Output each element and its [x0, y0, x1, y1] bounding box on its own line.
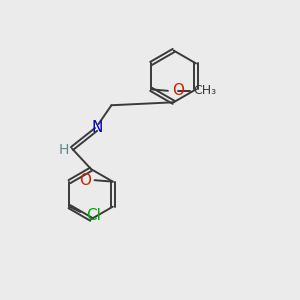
Text: CH₃: CH₃ [193, 84, 216, 97]
Text: H: H [58, 143, 69, 157]
Text: N: N [92, 120, 103, 135]
Text: Cl: Cl [85, 208, 100, 223]
Text: O: O [79, 173, 91, 188]
Text: O: O [172, 83, 184, 98]
